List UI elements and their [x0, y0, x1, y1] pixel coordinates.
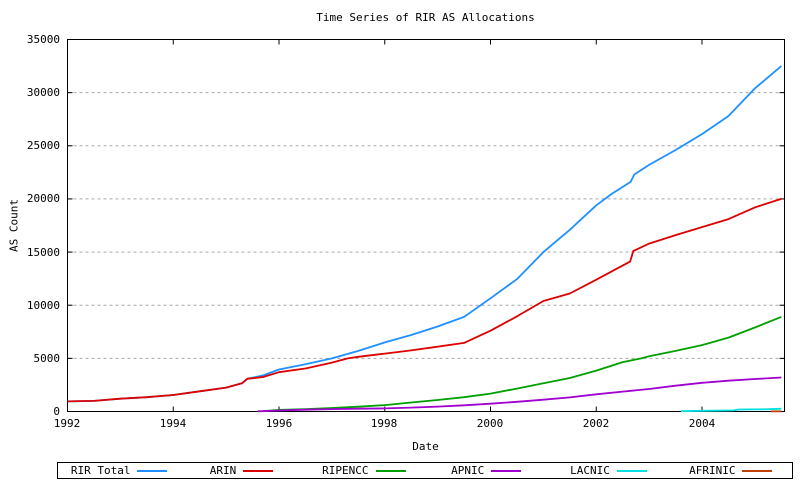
legend-item-apnic: APNIC [425, 463, 547, 478]
x-tick-label: 1998 [370, 417, 398, 430]
legend-line-sample [137, 469, 168, 472]
x-tick-label: 1996 [265, 417, 293, 430]
x-tick-label: 2004 [688, 417, 716, 430]
legend-label: RIR Total [70, 464, 131, 477]
legend-label: AFRINIC [689, 464, 736, 477]
legend-line-sample [491, 469, 522, 472]
legend-label: LACNIC [570, 464, 610, 477]
legend-item-lacnic: LACNIC [547, 463, 669, 478]
legend-label: APNIC [451, 464, 485, 477]
legend-line-sample [243, 469, 274, 472]
legend-line-sample [616, 469, 647, 472]
x-tick-label: 2002 [582, 417, 610, 430]
legend-line-sample [375, 469, 406, 472]
legend-item-rir-total: RIR Total [58, 463, 180, 478]
x-axis-label: Date [412, 440, 439, 453]
x-tick-label: 1992 [53, 417, 81, 430]
chart-title: Time Series of RIR AS Allocations [316, 11, 535, 24]
y-tick-label: 15000 [26, 246, 60, 259]
x-tick-label: 2000 [476, 417, 504, 430]
y-tick-label: 25000 [26, 139, 60, 152]
legend-label: ARIN [209, 464, 237, 477]
y-tick-label: 0 [53, 405, 60, 418]
y-tick-label: 10000 [26, 299, 60, 312]
x-tick-label: 1994 [159, 417, 187, 430]
legend: RIR Total ARIN RIPENCC APNIC LACNIC AFRI… [57, 462, 793, 479]
y-tick-label: 20000 [26, 192, 60, 205]
legend-item-ripencc: RIPENCC [303, 463, 425, 478]
legend-item-afrinic: AFRINIC [670, 463, 792, 478]
legend-label: RIPENCC [322, 464, 369, 477]
y-axis-label: AS Count [7, 199, 21, 252]
y-tick-label: 5000 [33, 352, 61, 365]
legend-item-arin: ARIN [180, 463, 302, 478]
legend-line-sample [742, 469, 773, 472]
y-tick-label: 35000 [26, 33, 60, 46]
y-tick-label: 30000 [26, 86, 60, 99]
